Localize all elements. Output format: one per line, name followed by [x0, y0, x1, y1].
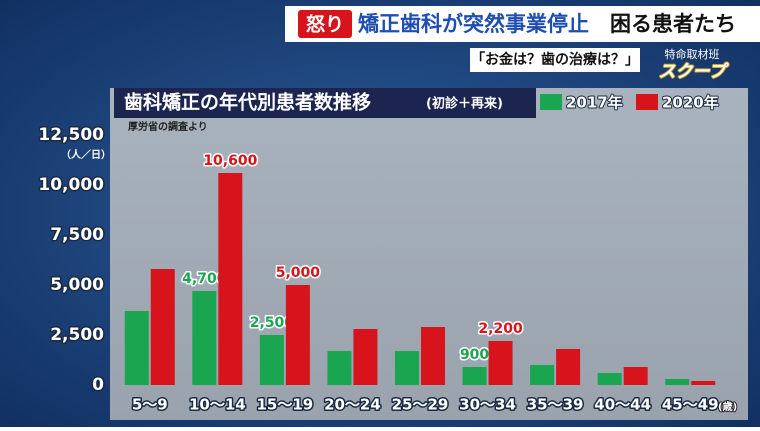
bar — [395, 351, 419, 385]
y-tick-label: 0 — [92, 375, 104, 395]
bar — [285, 285, 310, 385]
value-label: 2,200 — [478, 321, 523, 337]
headline-suffix: 困る患者たち — [610, 12, 736, 36]
x-tick-label: 40～44 — [594, 396, 651, 414]
y-tick-label: 5,000 — [50, 275, 104, 295]
chart-title: 歯科矯正の年代別患者数推移 — [124, 91, 371, 114]
x-tick-label: 30～34 — [459, 396, 516, 414]
x-tick-label: 10～14 — [189, 396, 246, 414]
bar — [150, 269, 175, 385]
bar — [192, 291, 217, 385]
bar — [530, 365, 555, 385]
bar — [421, 327, 445, 385]
x-tick-label: 45～49 — [662, 396, 719, 414]
bar — [353, 329, 378, 385]
headline: 矯正歯科が突然事業停止 — [358, 12, 589, 36]
legend-swatch — [636, 94, 658, 110]
tag: 怒り — [306, 13, 344, 36]
x-tick-label: 5～9 — [132, 396, 168, 414]
x-tick-label: 35～39 — [527, 396, 584, 414]
team: 特命取材班 — [665, 47, 720, 61]
source: 厚労省の調査より — [128, 120, 208, 133]
bar — [462, 367, 487, 385]
y-tick-label: 10,000 — [38, 175, 104, 195]
y-tick-label: 12,500 — [38, 125, 104, 145]
bar — [327, 351, 352, 385]
legend-label: 2020年 — [662, 94, 719, 112]
x-tick-label: 25～29 — [392, 396, 449, 414]
value-label: 4,700 — [182, 271, 227, 287]
bar — [691, 381, 716, 385]
bar — [218, 173, 243, 385]
bar — [597, 373, 622, 385]
legend-swatch — [540, 94, 562, 110]
subtitle: 「お金は？歯の治療は？」 — [471, 51, 639, 68]
value-label: 2,500 — [250, 315, 295, 331]
x-unit: (歳) — [718, 400, 737, 413]
x-tick-label: 15～19 — [257, 396, 314, 414]
banner — [285, 6, 760, 42]
scoop: スクープ — [659, 62, 730, 82]
chart-subtitle: (初診＋再来) — [426, 96, 503, 112]
bar — [623, 367, 648, 385]
subtitle-box — [470, 48, 640, 72]
value-label: 900 — [460, 347, 489, 363]
y-tick-label: 7,500 — [50, 225, 104, 245]
y-unit: （人／日） — [61, 148, 111, 161]
value-label: 5,000 — [276, 265, 321, 281]
chart-title-box — [114, 88, 536, 118]
bar — [665, 379, 690, 385]
y-tick-label: 2,500 — [50, 325, 104, 345]
bar — [488, 341, 513, 385]
bar — [124, 311, 149, 385]
bar — [259, 335, 284, 385]
legend-label: 2017年 — [566, 94, 623, 112]
bar — [556, 349, 581, 385]
plot: 0 2,500 5,000 7,500 10,000 12,500 5～9 10～14 4,70… — [37, 93, 720, 416]
value-label: 10,600 — [203, 153, 257, 169]
tag-box — [298, 10, 352, 38]
x-tick-label: 20～24 — [324, 396, 381, 414]
